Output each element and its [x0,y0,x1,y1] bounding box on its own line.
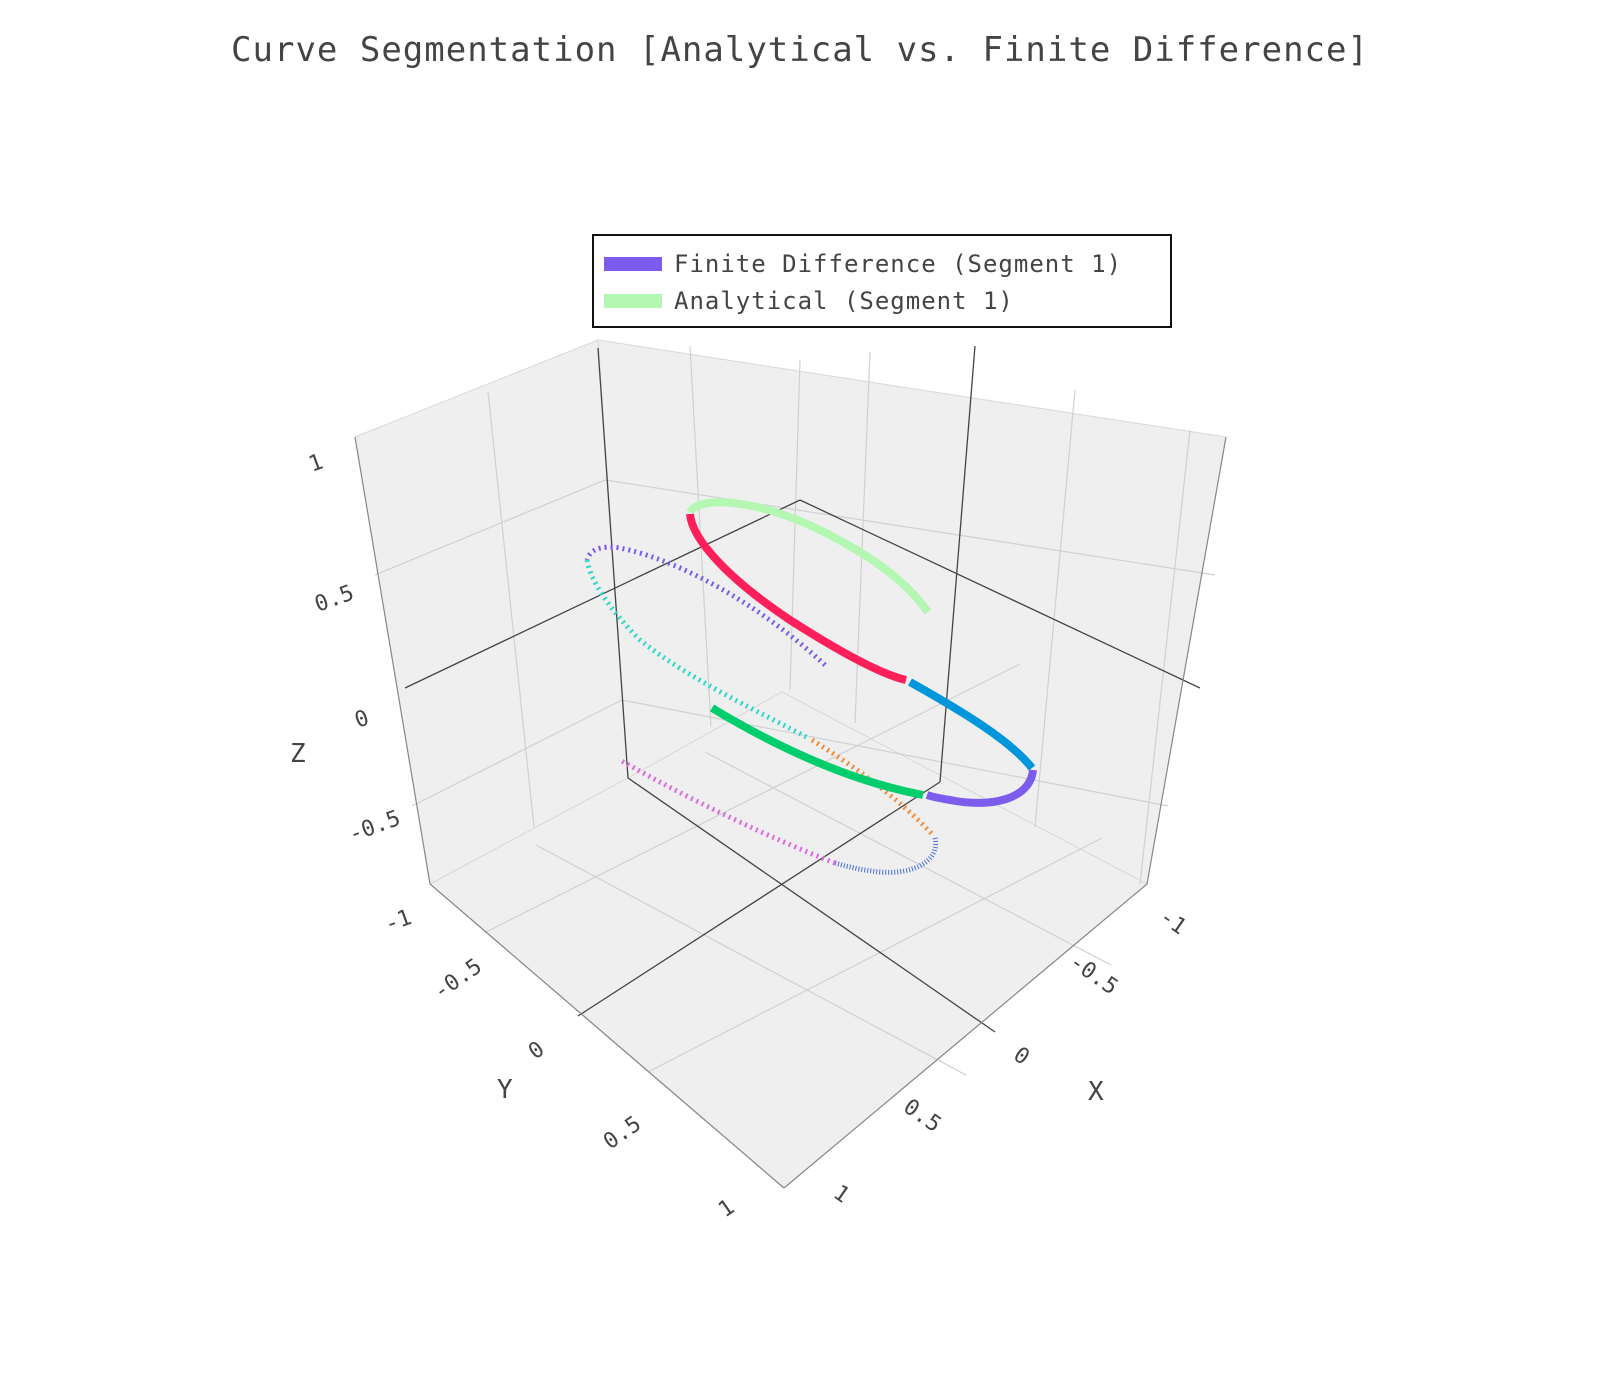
legend-swatch-icon [604,257,662,271]
svg-text:0: 0 [352,706,373,734]
legend: Finite Difference (Segment 1) Analytical… [592,234,1172,328]
finite-difference-curves[interactable] [584,544,939,875]
analytical-segment-5 [709,704,924,799]
analytical-segment-2 [686,513,907,684]
fd-segment-3 [810,737,935,837]
legend-label: Analytical (Segment 1) [674,287,1014,315]
svg-text:-0.5: -0.5 [346,806,404,848]
zero-lines [404,345,1201,1033]
svg-text:0: 0 [524,1037,549,1065]
box-edges [354,436,1227,1189]
x-axis-title: X [1088,1077,1104,1107]
y-axis-title: Y [497,1075,513,1105]
legend-label: Finite Difference (Segment 1) [674,250,1123,278]
chart-title: Curve Segmentation [Analytical vs. Finit… [231,30,1369,70]
legend-swatch-icon [604,294,662,308]
svg-text:1: 1 [714,1195,739,1223]
legend-item-analytical[interactable]: Analytical (Segment 1) [604,287,1014,315]
analytical-curves[interactable] [686,498,1037,807]
svg-text:-0.5: -0.5 [1065,949,1123,1000]
fd-segment-4 [834,837,939,875]
svg-text:-1: -1 [1155,904,1191,940]
fd-segment-5 [618,757,836,866]
svg-text:0.5: 0.5 [599,1112,646,1155]
analytical-segment-4 [925,769,1037,807]
fd-segment-1 [584,544,827,667]
svg-text:1: 1 [306,450,327,478]
legend-item-finite-difference[interactable]: Finite Difference (Segment 1) [604,250,1122,278]
svg-text:0: 0 [1009,1042,1034,1070]
z-axis-title: Z [290,739,306,769]
analytical-segment-1 [686,498,932,615]
svg-text:-1: -1 [382,905,415,938]
svg-text:0.5: 0.5 [899,1094,946,1137]
analytical-segment-3 [908,678,1036,771]
svg-text:-0.5: -0.5 [429,954,487,1005]
svg-text:1: 1 [829,1180,854,1208]
svg-text:0.5: 0.5 [312,581,358,618]
